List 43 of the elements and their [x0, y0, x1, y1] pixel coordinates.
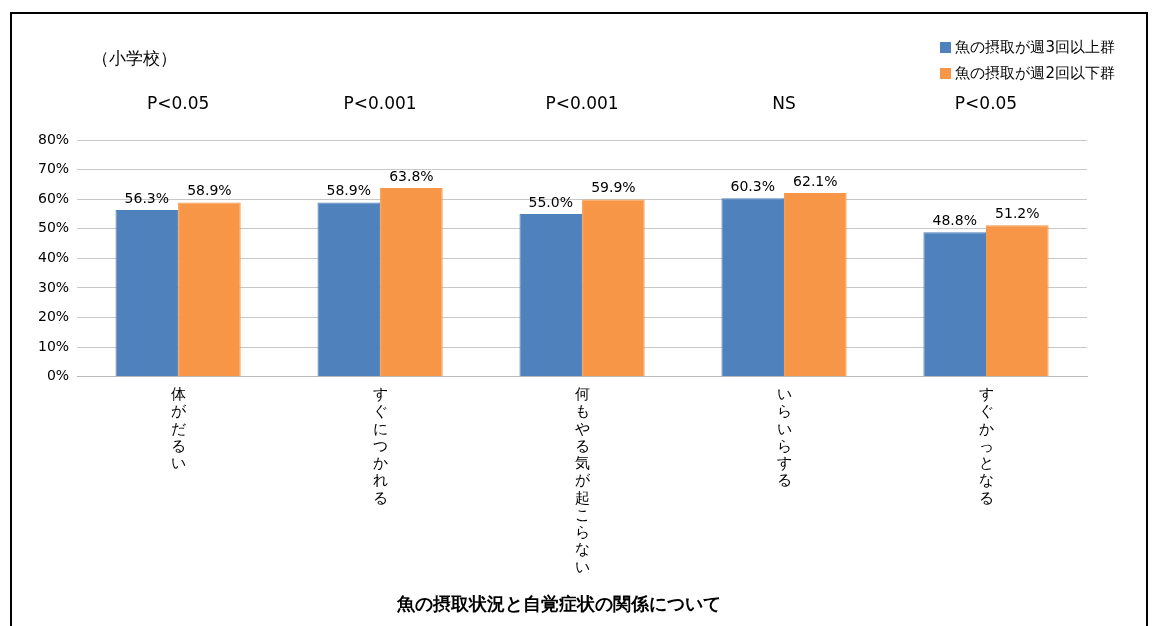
text: 魚の摂取状況と自覚症状の関係について: [395, 592, 721, 614]
chart-subtitle: （小学校）: [92, 48, 177, 69]
y-tick-label: 70%: [37, 160, 70, 177]
bar: [317, 202, 381, 377]
data-label: 58.9%: [187, 182, 232, 199]
y-tick-label: 0%: [46, 367, 70, 384]
text: P<0.001: [545, 93, 619, 114]
data-label: 63.8%: [389, 167, 434, 184]
x-tick-label: 体がだるい: [170, 385, 187, 473]
category-label: 何もやる気が起こらない: [574, 385, 590, 576]
text: NS: [772, 93, 796, 114]
data-label: 55.0%: [528, 193, 573, 210]
y-tick-label: 20%: [37, 308, 70, 325]
bar: [784, 192, 847, 377]
y-tick-label: 80%: [37, 130, 70, 147]
y-tick-label: 50%: [37, 219, 70, 236]
x-tick-label: いらいらする: [776, 385, 792, 490]
data-label: 56.3%: [124, 189, 170, 206]
legend-label: 魚の摂取が週3回以上群: [955, 37, 1115, 58]
bar: [986, 225, 1049, 377]
bar: [115, 210, 179, 377]
y-tick-label: 10%: [37, 337, 70, 354]
x-tick-label: すぐかっとなる: [978, 385, 994, 507]
data-label: 51.2%: [995, 204, 1040, 221]
data-label: 62.1%: [793, 172, 838, 189]
bar: [178, 202, 241, 377]
bar: [582, 199, 645, 377]
y-tick-label: 60%: [37, 189, 70, 206]
bar: [380, 187, 443, 377]
bar: [721, 198, 785, 377]
text: P<0.05: [954, 93, 1018, 114]
data-label: 59.9%: [591, 179, 636, 196]
bar: [519, 213, 583, 377]
data-label: 60.3%: [730, 177, 775, 194]
data-label: 48.8%: [932, 211, 977, 228]
bar: [923, 232, 987, 377]
y-tick-label: 40%: [37, 248, 70, 265]
x-tick-label: すぐにつかれる: [372, 385, 388, 507]
y-tick-label: 30%: [37, 278, 70, 295]
legend-label: 魚の摂取が週2回以下群: [955, 63, 1115, 84]
text: P<0.001: [343, 93, 417, 114]
data-label: 58.9%: [326, 182, 372, 199]
text: P<0.05: [146, 93, 210, 114]
